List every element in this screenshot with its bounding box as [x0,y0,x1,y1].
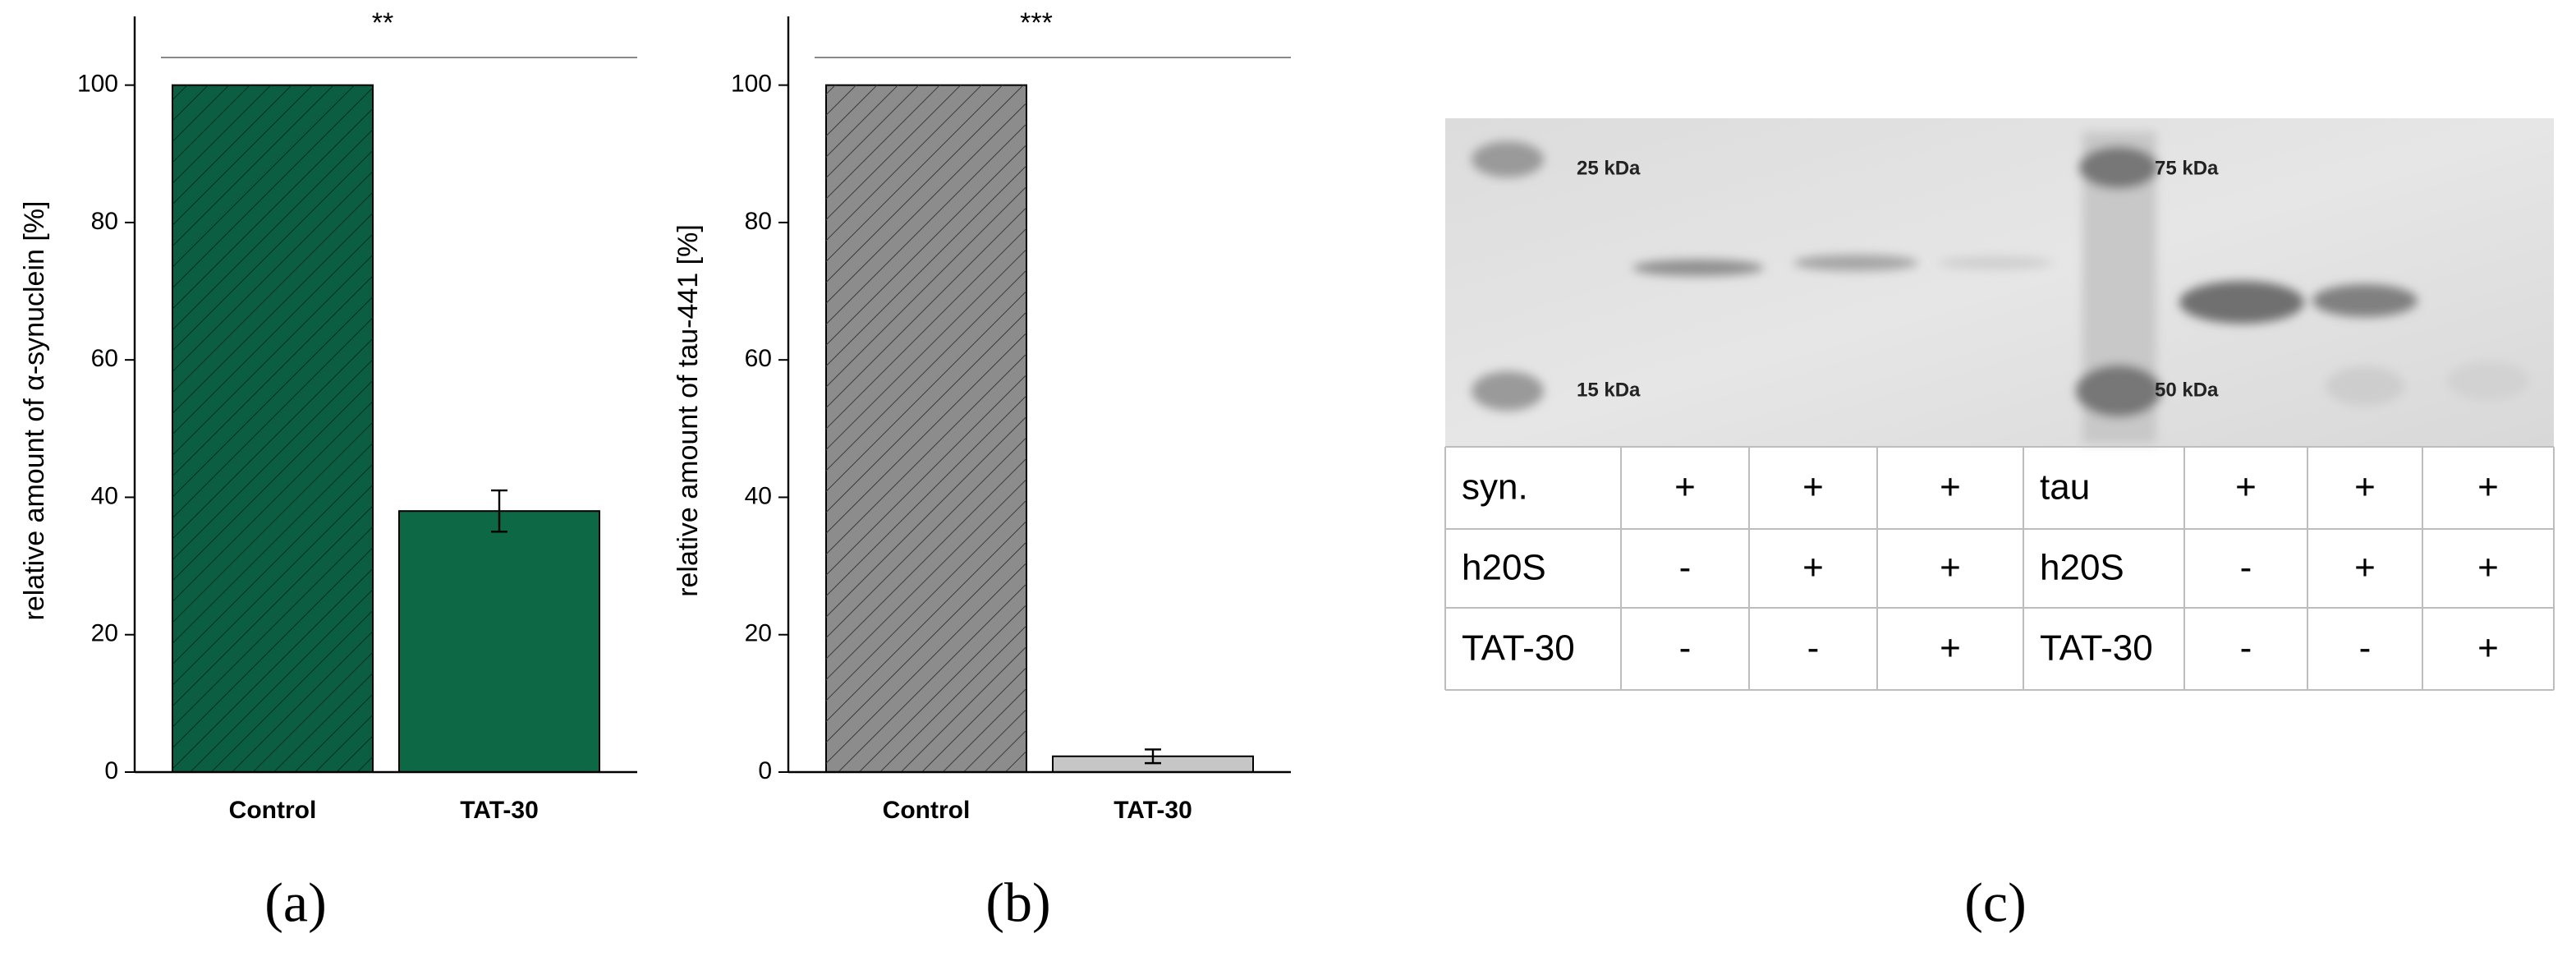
table-cell: + [2477,628,2499,669]
error-bar [1145,748,1161,765]
table-cell: TAT-30 [2040,628,2153,669]
y-tick-label: 20 [745,620,772,647]
table-cell: + [2477,548,2499,588]
table-cell: h20S [2040,548,2124,588]
bar-hatch [172,85,373,773]
y-tick-label: 40 [745,482,772,509]
lane-table: syn. + + + tau + + + h20S - + + h20S - + + TAT-30 - - + TAT-… [1444,446,2555,691]
y-tick-label: 100 [731,71,772,98]
marker-label: 75 kDa [2155,157,2219,179]
gel-image [1445,118,2554,447]
x-tick-label: Control [229,797,317,824]
table-cell: + [1674,467,1696,508]
y-tick-label: 0 [104,757,118,784]
significance-label: *** [1020,7,1053,39]
x-tick-label: TAT-30 [1114,797,1192,824]
table-cell: tau [2040,467,2090,508]
table-cell: - [2240,628,2252,669]
table-cell: h20S [1462,548,1546,588]
bar [398,510,600,773]
table-cell: + [1940,548,1961,588]
table-cell: + [2235,467,2257,508]
panel-label: (a) [264,871,326,934]
marker-label: 50 kDa [2155,379,2219,401]
panel-label: (c) [1964,871,2026,934]
table-cell: - [2240,548,2252,588]
table-cell: + [1802,548,1824,588]
y-tick-label: 40 [91,482,118,509]
table-cell: + [2354,548,2376,588]
table-cell: - [1807,628,1820,669]
x-tick-label: TAT-30 [460,797,539,824]
marker-label: 25 kDa [1577,157,1641,179]
table-cell: + [1802,467,1824,508]
y-tick-label: 0 [758,757,772,784]
y-axis-label: relative amount of tau-441 [%] [673,224,704,597]
bar-hatch [826,85,1026,773]
y-tick-label: 20 [91,620,118,647]
table-cell: - [1679,548,1692,588]
error-bar [491,489,507,533]
table-cell: + [2477,467,2499,508]
y-tick-label: 100 [77,71,118,98]
table-cell: + [2354,467,2376,508]
panel-label: (b) [985,871,1050,934]
x-tick-label: Control [883,797,971,824]
significance-label: ** [372,7,393,39]
table-cell: TAT-30 [1462,628,1575,669]
table-cell: - [2359,628,2372,669]
y-axis-label: relative amount of α-synuclein [%] [19,201,50,621]
table-cell: + [1940,628,1961,669]
y-tick-label: 60 [745,345,772,372]
marker-label: 15 kDa [1577,379,1641,401]
y-tick-label: 80 [745,208,772,235]
y-tick-label: 60 [91,345,118,372]
y-tick-label: 80 [91,208,118,235]
table-cell: syn. [1462,467,1528,508]
table-cell: + [1940,467,1961,508]
table-cell: - [1679,628,1692,669]
